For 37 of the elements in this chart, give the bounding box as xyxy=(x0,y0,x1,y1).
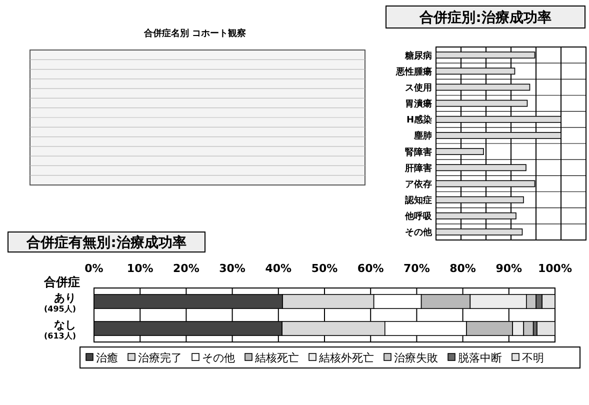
y-tick-label: あり (495人) xyxy=(44,292,76,314)
x-tick-label: 0% xyxy=(84,262,104,275)
y-tick-label: その他 xyxy=(405,227,433,238)
y-tick-label: 認知症 xyxy=(404,195,432,206)
legend-label: 不明 xyxy=(522,352,544,364)
x-tick-label: 100% xyxy=(538,262,572,275)
y-tick-label: 塵肺 xyxy=(413,130,432,142)
legend-label: 結核外死亡 xyxy=(318,352,374,364)
x-tick-label: 80% xyxy=(450,262,476,275)
chart-title: 合併症有無別:治療成功率 xyxy=(26,234,186,252)
x-tick-label: 10% xyxy=(126,262,154,275)
y-tick-label: 胃潰瘍 xyxy=(405,98,432,110)
x-tick-label: 20% xyxy=(173,262,200,275)
y-tick-label: H感染 xyxy=(406,114,432,126)
x-tick-label: 30% xyxy=(219,262,246,275)
legend-label: 治療完了 xyxy=(138,352,182,364)
text: 合併症名別 コホート観察 xyxy=(142,28,246,39)
legend-label: 治癒 xyxy=(96,352,118,364)
y-tick-label: 腎障害 xyxy=(405,146,432,158)
legend-label: 脱落中断 xyxy=(458,352,502,364)
legend-label: その他 xyxy=(202,352,235,364)
chart-title: 合併症別:治療成功率 xyxy=(418,9,552,26)
y-tick-label: 他呼吸 xyxy=(404,211,433,222)
y-tick-label: なし (613人) xyxy=(44,318,76,340)
y-tick-label: 肝障害 xyxy=(404,162,432,174)
legend-label: 治療失敗 xyxy=(394,352,438,364)
x-tick-label: 70% xyxy=(404,262,430,275)
y-tick-label: ア依存 xyxy=(405,178,432,190)
x-tick-label: 90% xyxy=(496,262,522,275)
y-tick-label: 糖尿病 xyxy=(404,50,432,62)
legend-label: 結核死亡 xyxy=(254,352,299,364)
x-tick-label: 50% xyxy=(311,262,338,275)
x-tick-label: 40% xyxy=(265,262,292,275)
y-tick-label: ス使用 xyxy=(405,82,432,94)
y-tick-label: 悪性腫瘍 xyxy=(395,66,432,78)
y-axis-title: 合併症 xyxy=(43,275,80,289)
x-tick-label: 60% xyxy=(357,262,384,275)
